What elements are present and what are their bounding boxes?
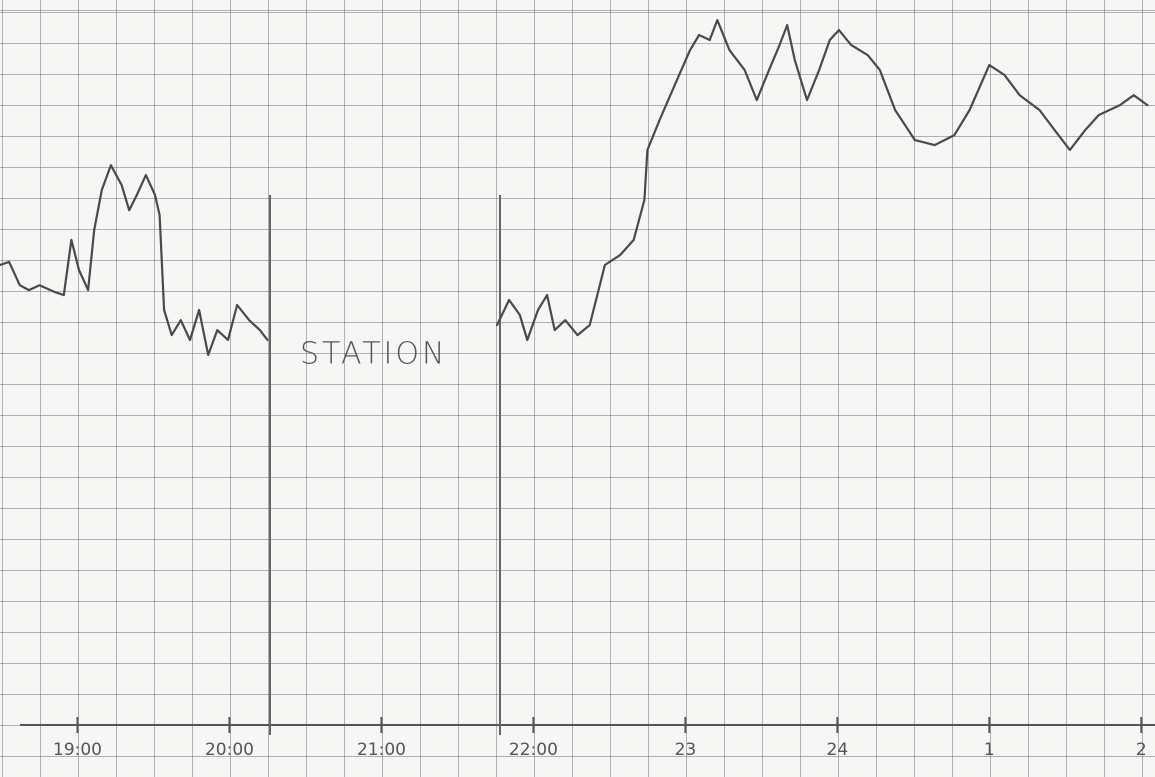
x-tick-label: 22:00	[509, 740, 558, 760]
x-tick-label: 19:00	[53, 740, 102, 760]
x-tick-label: 23	[675, 740, 697, 760]
x-tick-label: 20:00	[205, 740, 254, 760]
x-tick-label: 24	[827, 740, 849, 760]
x-tick-label: 21:00	[357, 740, 406, 760]
data-line	[0, 19, 1149, 356]
annotation: STATION	[300, 337, 447, 372]
x-tick-label: 1	[984, 740, 995, 760]
x-tick-label: 2	[1136, 740, 1147, 760]
